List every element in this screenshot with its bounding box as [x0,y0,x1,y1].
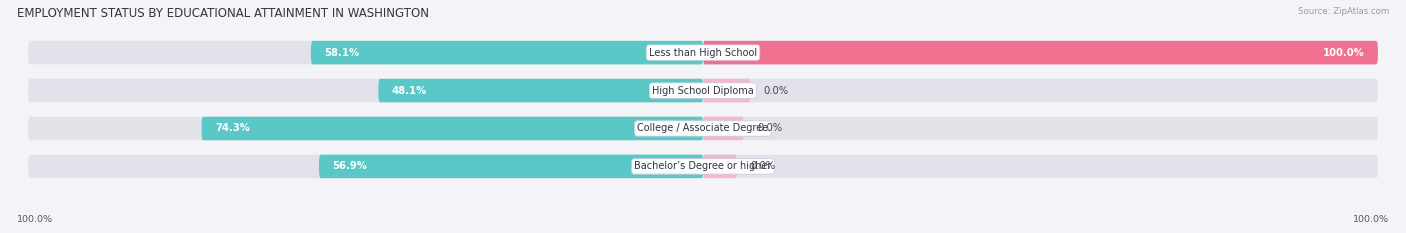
FancyBboxPatch shape [703,155,737,178]
Text: Source: ZipAtlas.com: Source: ZipAtlas.com [1298,7,1389,16]
Text: 58.1%: 58.1% [325,48,360,58]
Text: College / Associate Degree: College / Associate Degree [637,123,769,134]
FancyBboxPatch shape [703,117,744,140]
FancyBboxPatch shape [311,41,703,64]
Text: High School Diploma: High School Diploma [652,86,754,96]
FancyBboxPatch shape [28,117,1378,140]
FancyBboxPatch shape [319,155,703,178]
FancyBboxPatch shape [28,79,1378,102]
FancyBboxPatch shape [28,155,1378,178]
FancyBboxPatch shape [703,79,751,102]
Text: EMPLOYMENT STATUS BY EDUCATIONAL ATTAINMENT IN WASHINGTON: EMPLOYMENT STATUS BY EDUCATIONAL ATTAINM… [17,7,429,20]
Text: 74.3%: 74.3% [215,123,250,134]
FancyBboxPatch shape [378,79,703,102]
FancyBboxPatch shape [201,117,703,140]
Text: 0.0%: 0.0% [751,161,775,171]
Text: Less than High School: Less than High School [650,48,756,58]
Text: 100.0%: 100.0% [1323,48,1364,58]
FancyBboxPatch shape [28,41,1378,64]
Text: 0.0%: 0.0% [756,123,782,134]
Text: Bachelor’s Degree or higher: Bachelor’s Degree or higher [634,161,772,171]
Text: 56.9%: 56.9% [332,161,367,171]
Text: 0.0%: 0.0% [763,86,789,96]
Text: 100.0%: 100.0% [17,215,53,224]
Text: 100.0%: 100.0% [1353,215,1389,224]
FancyBboxPatch shape [703,41,1378,64]
Text: 48.1%: 48.1% [392,86,427,96]
